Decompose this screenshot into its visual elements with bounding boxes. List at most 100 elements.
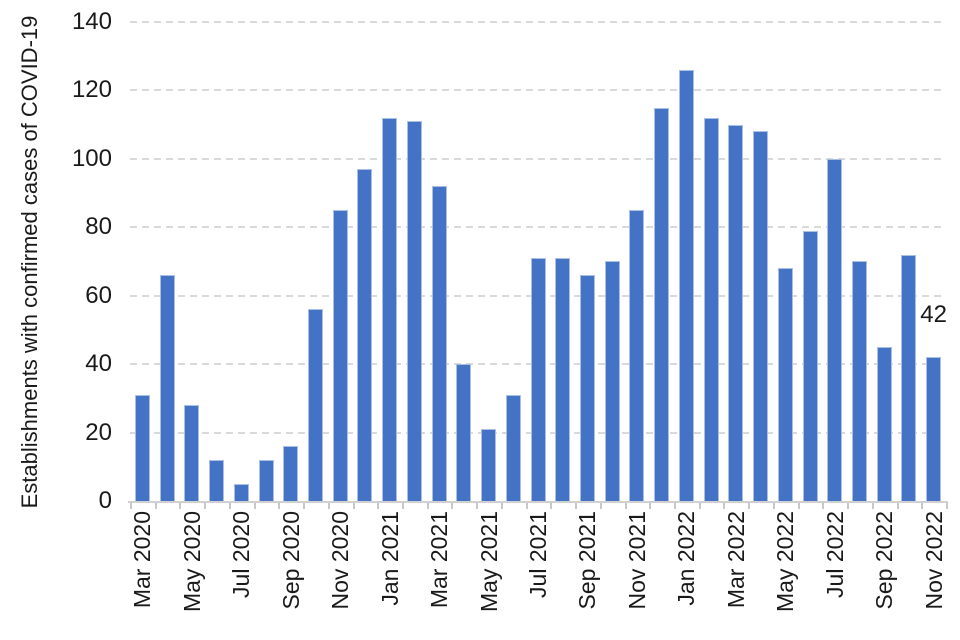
y-axis-tick-label: 20 (85, 418, 112, 446)
bar-oct-2022 (901, 255, 917, 501)
bar-mar-2021 (431, 186, 447, 501)
x-axis-tick-label: May 2022 (772, 511, 799, 613)
x-axis-tick (500, 503, 503, 509)
x-axis-tick (649, 503, 652, 509)
x-axis-tick (204, 503, 207, 509)
x-axis-tick-label: May 2020 (178, 511, 205, 613)
x-axis-tick (130, 503, 132, 509)
x-axis-tick (748, 503, 751, 509)
bar-jul-2021 (530, 258, 546, 501)
x-axis-tick (228, 503, 231, 509)
x-axis-tick-label: Mar 2020 (129, 511, 156, 609)
x-axis-tick (154, 503, 157, 509)
bar-may-2022 (777, 268, 793, 501)
bar-jun-2021 (505, 395, 521, 501)
x-axis-tick (698, 503, 701, 509)
x-axis-tick-label: Sep 2020 (277, 511, 304, 610)
bar-jun-2022 (802, 231, 818, 501)
bar-sep-2022 (876, 347, 892, 501)
bar-feb-2021 (406, 121, 422, 501)
y-axis-tick-label: 60 (85, 281, 112, 309)
bar-mar-2022 (728, 125, 744, 501)
x-axis-tick (327, 503, 330, 509)
x-axis-tick (451, 503, 454, 509)
x-axis-tick (575, 503, 578, 509)
bar-apr-2020 (159, 275, 175, 501)
x-axis-tick-label: Jul 2021 (525, 511, 551, 598)
x-axis-tick (871, 503, 874, 509)
x-axis-tick (847, 503, 850, 509)
x-axis-tick (674, 503, 676, 509)
bar-may-2021 (481, 429, 497, 501)
bar-data-label: 42 (920, 301, 947, 329)
gridline (130, 157, 946, 160)
x-axis-tick-label: Jan 2022 (673, 511, 700, 606)
x-axis-tick-label: Mar 2022 (722, 511, 749, 609)
x-axis-tick-label: Nov 2021 (623, 511, 650, 610)
x-axis-tick-label: Jul 2020 (228, 511, 255, 598)
bar-jan-2021 (382, 118, 398, 501)
bar-apr-2021 (456, 364, 472, 501)
bar-aug-2020 (258, 460, 274, 501)
bar-oct-2021 (604, 261, 620, 501)
x-axis-tick (624, 503, 627, 509)
y-axis-tick-label: 120 (71, 76, 112, 104)
bar-sep-2021 (579, 275, 595, 501)
x-axis-tick (723, 503, 726, 509)
gridline (130, 21, 946, 23)
y-axis-tick-label: 0 (98, 487, 112, 514)
x-axis-tick (352, 503, 355, 509)
x-axis-tick (278, 503, 281, 509)
bar-jun-2020 (209, 460, 225, 501)
x-axis-tick (797, 503, 800, 509)
x-axis-tick (253, 503, 256, 509)
x-axis-tick (896, 503, 899, 509)
x-axis-tick (402, 503, 404, 509)
x-axis-tick (179, 503, 182, 509)
x-axis-tick-label: May 2021 (475, 511, 502, 613)
bar-jan-2022 (678, 70, 694, 501)
x-axis-tick (525, 503, 528, 509)
bar-dec-2021 (654, 108, 670, 501)
x-axis-tick (426, 503, 429, 509)
bar-aug-2022 (851, 261, 867, 501)
x-axis-tick-label: Mar 2021 (426, 511, 453, 609)
bar-nov-2022 (926, 357, 942, 501)
bar-jul-2022 (827, 159, 843, 501)
x-axis-tick-label: Jan 2021 (376, 511, 403, 606)
x-axis-tick (921, 503, 924, 509)
gridline (130, 89, 946, 92)
x-axis-tick (303, 503, 306, 509)
x-axis-line (128, 501, 948, 503)
x-axis-tick (822, 503, 825, 509)
x-axis-tick-label: Nov 2020 (327, 511, 354, 610)
x-axis-tick (550, 503, 553, 509)
x-axis-tick-label: Sep 2021 (574, 511, 601, 610)
x-axis-tick-label: Nov 2022 (920, 511, 947, 610)
bar-jul-2020 (233, 484, 249, 501)
x-axis-tick (772, 503, 775, 509)
bar-nov-2020 (332, 210, 348, 501)
x-axis-tick (599, 503, 602, 509)
bar-oct-2020 (307, 309, 323, 501)
bar-mar-2020 (134, 395, 150, 501)
plot-area (130, 0, 946, 501)
y-axis-tick-label: 40 (85, 350, 112, 378)
bar-sep-2020 (283, 446, 299, 501)
bar-nov-2021 (629, 210, 645, 501)
x-axis-tick-label: Jul 2022 (821, 511, 848, 598)
bar-may-2020 (184, 405, 200, 501)
x-axis-tick (476, 503, 479, 509)
bar-apr-2022 (753, 131, 769, 501)
x-axis-tick-label: Sep 2022 (871, 511, 898, 610)
x-axis-tick (377, 503, 380, 509)
y-axis-tick-label: 140 (71, 8, 112, 35)
y-axis-tick-label: 80 (85, 213, 112, 241)
x-axis-tick (946, 503, 948, 509)
y-axis-title: Establishments with confirmed cases of C… (17, 15, 42, 509)
bar-dec-2020 (357, 169, 373, 501)
bar-aug-2021 (555, 258, 571, 501)
gridline (130, 226, 946, 229)
bar-feb-2022 (703, 118, 719, 501)
